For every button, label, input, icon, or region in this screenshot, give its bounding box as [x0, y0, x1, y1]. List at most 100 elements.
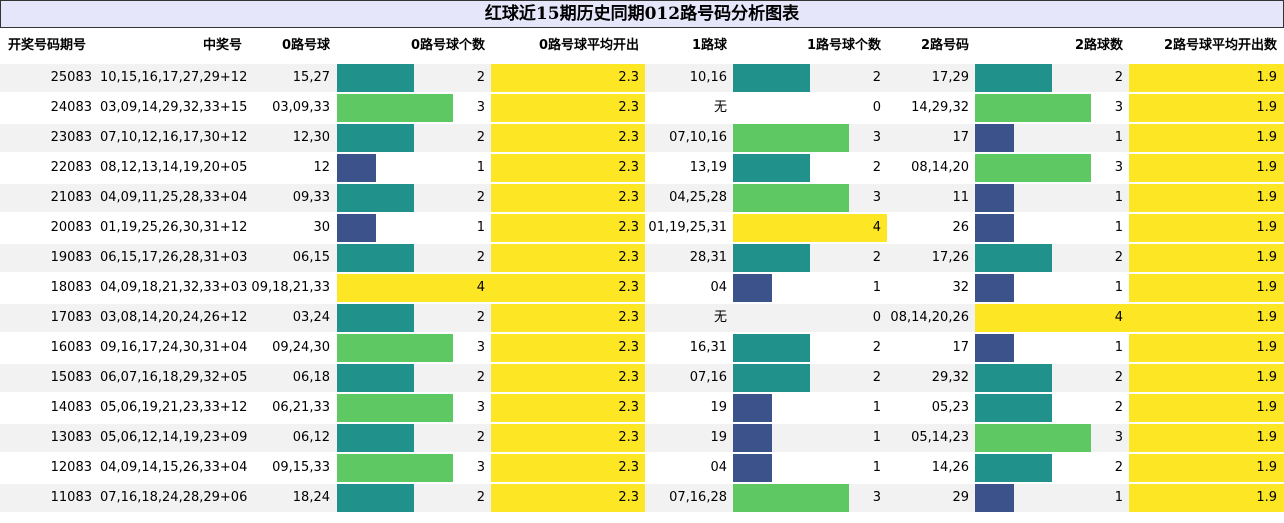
r2-avg-label: 1.9 — [1256, 70, 1277, 85]
r2-count-bar — [975, 94, 1091, 122]
period-cell: 16083 — [50, 340, 92, 355]
r2-avg-fill — [1129, 394, 1284, 422]
r1-count-label: 2 — [872, 160, 881, 175]
r1-count-bar — [733, 424, 772, 452]
r0-count-label: 2 — [476, 370, 485, 385]
period-cell: 22083 — [50, 160, 92, 175]
r1-count-label: 2 — [872, 370, 881, 385]
r0-numbers-cell: 06,12 — [292, 430, 330, 445]
r2-avg-label: 1.9 — [1256, 460, 1277, 475]
header-r0avg: 0路号球平均开出 — [538, 38, 639, 53]
r2-avg-label: 1.9 — [1256, 220, 1277, 235]
r2-avg-fill — [1129, 424, 1284, 452]
header-winning: 中奖号 — [202, 38, 242, 53]
r0-numbers-cell: 12,30 — [292, 130, 330, 145]
r0-avg-fill — [491, 64, 645, 92]
period-cell: 18083 — [50, 280, 92, 295]
r0-avg-label: 2.3 — [618, 220, 639, 235]
r2-avg-label: 1.9 — [1256, 400, 1277, 415]
r0-numbers-cell: 03,24 — [292, 310, 330, 325]
r0-count-label: 2 — [476, 250, 485, 265]
r0-count-label: 2 — [476, 70, 485, 85]
r0-count-bar — [337, 184, 414, 212]
r0-count-label: 4 — [476, 280, 485, 295]
r0-avg-label: 2.3 — [618, 160, 639, 175]
r0-avg-label: 2.3 — [618, 340, 639, 355]
r0-numbers-cell: 30 — [313, 220, 330, 235]
r0-count-label: 2 — [476, 310, 485, 325]
r1-count-label: 1 — [872, 400, 881, 415]
r0-count-bar — [337, 64, 414, 92]
r1-count-bar — [733, 124, 849, 152]
winning-cell: 10,15,16,17,27,29+12 — [100, 70, 248, 85]
r2-numbers-cell: 08,14,20 — [911, 160, 969, 175]
r2-count-label: 3 — [1114, 160, 1123, 175]
r2-numbers-cell: 17,26 — [931, 250, 969, 265]
header-r2: 2路号码 — [920, 38, 969, 53]
r0-avg-label: 2.3 — [618, 280, 639, 295]
r0-avg-label: 2.3 — [618, 130, 639, 145]
r2-count-label: 1 — [1114, 190, 1123, 205]
r1-numbers-cell: 07,16 — [689, 370, 727, 385]
r2-count-label: 4 — [1114, 310, 1123, 325]
r0-avg-label: 2.3 — [618, 460, 639, 475]
winning-cell: 09,16,17,24,30,31+04 — [100, 340, 248, 355]
r0-avg-fill — [491, 214, 645, 242]
r2-count-label: 3 — [1114, 430, 1123, 445]
r0-count-bar — [337, 244, 414, 272]
period-cell: 13083 — [50, 430, 92, 445]
r0-avg-fill — [491, 124, 645, 152]
header-r2avg: 2路号球平均开出数 — [1163, 38, 1277, 53]
r1-count-label: 1 — [872, 430, 881, 445]
r2-avg-fill — [1129, 64, 1284, 92]
winning-cell: 04,09,18,21,32,33+03 — [100, 280, 248, 295]
header-r1: 1路球 — [691, 38, 727, 53]
r1-count-bar — [733, 334, 810, 362]
r1-numbers-cell: 10,16 — [689, 70, 727, 85]
period-cell: 19083 — [50, 250, 92, 265]
r2-numbers-cell: 26 — [952, 220, 969, 235]
r1-numbers-cell: 04 — [710, 280, 727, 295]
r0-count-label: 2 — [476, 430, 485, 445]
r0-avg-label: 2.3 — [618, 190, 639, 205]
r0-numbers-cell: 12 — [313, 160, 330, 175]
r2-numbers-cell: 17 — [952, 340, 969, 355]
r2-count-bar — [975, 424, 1091, 452]
r2-count-label: 2 — [1114, 70, 1123, 85]
r0-avg-fill — [491, 334, 645, 362]
r1-count-label: 4 — [872, 220, 881, 235]
r2-count-bar — [975, 244, 1052, 272]
winning-cell: 03,09,14,29,32,33+15 — [100, 100, 248, 115]
r1-count-bar — [733, 154, 810, 182]
r2-numbers-cell: 17,29 — [931, 70, 969, 85]
r1-count-label: 1 — [872, 460, 881, 475]
r2-numbers-cell: 11 — [952, 190, 969, 205]
r2-count-bar — [975, 184, 1014, 212]
r0-numbers-cell: 06,18 — [292, 370, 330, 385]
r2-avg-label: 1.9 — [1256, 310, 1277, 325]
r1-numbers-cell: 13,19 — [689, 160, 727, 175]
r0-count-label: 3 — [476, 340, 485, 355]
r0-count-bar — [337, 424, 414, 452]
r2-count-label: 1 — [1114, 490, 1123, 505]
r2-numbers-cell: 29 — [952, 490, 969, 505]
winning-cell: 05,06,12,14,19,23+09 — [100, 430, 248, 445]
r0-count-bar — [337, 304, 414, 332]
r2-count-bar — [975, 274, 1014, 302]
r2-avg-label: 1.9 — [1256, 100, 1277, 115]
r2-avg-fill — [1129, 484, 1284, 512]
r2-count-bar — [975, 304, 1129, 332]
r1-numbers-cell: 无 — [713, 100, 727, 115]
r1-count-label: 3 — [872, 130, 881, 145]
winning-cell: 04,09,11,25,28,33+04 — [100, 190, 248, 205]
r1-count-label: 2 — [872, 250, 881, 265]
r0-numbers-cell: 09,24,30 — [272, 340, 330, 355]
r2-numbers-cell: 08,14,20,26 — [890, 310, 969, 325]
r2-avg-fill — [1129, 124, 1284, 152]
r2-count-label: 2 — [1114, 370, 1123, 385]
r0-avg-fill — [491, 94, 645, 122]
r0-numbers-cell: 06,21,33 — [272, 400, 330, 415]
r1-count-bar — [733, 184, 849, 212]
r1-count-label: 2 — [872, 340, 881, 355]
